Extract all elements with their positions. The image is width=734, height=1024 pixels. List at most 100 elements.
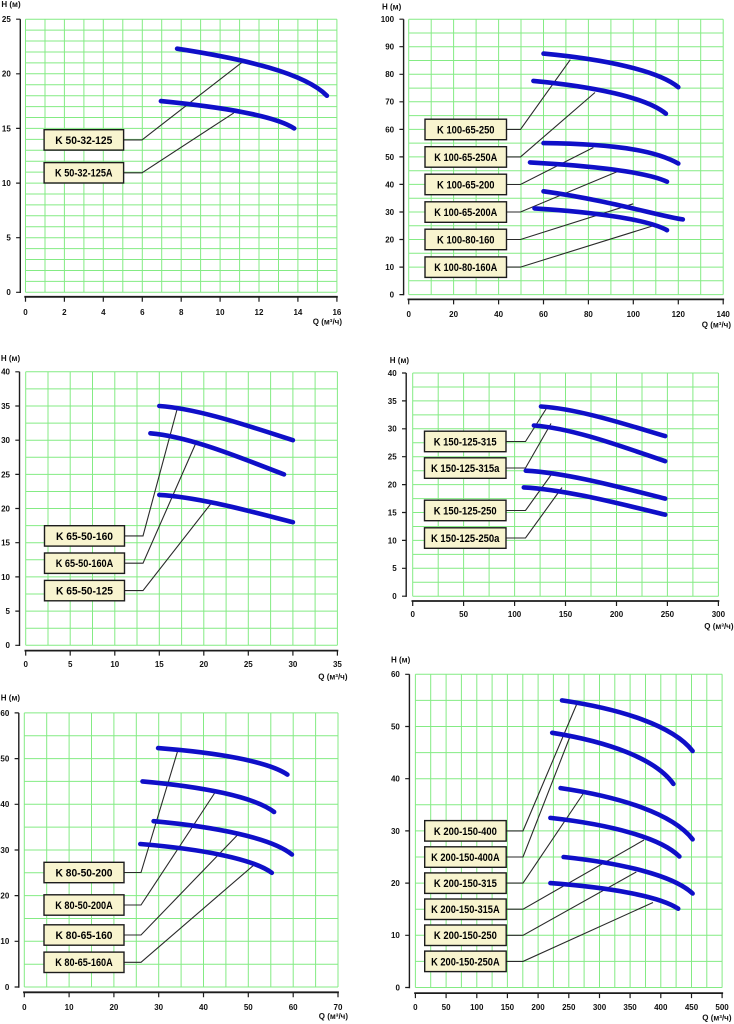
svg-text:H (м): H (м)	[382, 2, 402, 11]
svg-text:10: 10	[2, 179, 11, 188]
svg-text:350: 350	[623, 1003, 637, 1012]
svg-text:K 150-125-315a: K 150-125-315a	[431, 463, 500, 475]
svg-text:16: 16	[332, 308, 341, 317]
svg-text:Q (м³/ч): Q (м³/ч)	[704, 622, 734, 631]
svg-text:70: 70	[385, 98, 394, 107]
svg-text:0: 0	[5, 983, 10, 992]
svg-text:50: 50	[459, 610, 468, 619]
svg-text:4: 4	[101, 308, 106, 317]
svg-text:35: 35	[1, 402, 10, 411]
svg-text:10: 10	[391, 931, 400, 940]
svg-text:K 200-150-250: K 200-150-250	[434, 930, 497, 942]
svg-text:25: 25	[1, 470, 10, 479]
svg-text:0: 0	[395, 983, 400, 992]
svg-text:H (м): H (м)	[1, 694, 21, 703]
svg-text:80: 80	[584, 310, 593, 319]
svg-text:Q (м³/ч): Q (м³/ч)	[313, 318, 343, 327]
svg-text:2: 2	[62, 308, 67, 317]
svg-text:8: 8	[179, 308, 184, 317]
svg-text:K 200-150-315: K 200-150-315	[434, 878, 497, 890]
svg-text:50: 50	[385, 153, 394, 162]
svg-text:H (м): H (м)	[391, 656, 411, 665]
svg-text:K 80-65-160A: K 80-65-160A	[55, 957, 113, 969]
svg-text:5: 5	[6, 607, 11, 616]
svg-text:500: 500	[715, 1003, 729, 1012]
svg-text:10: 10	[385, 263, 394, 272]
svg-text:0: 0	[413, 1003, 418, 1012]
svg-text:200: 200	[531, 1003, 545, 1012]
svg-text:10: 10	[388, 536, 397, 545]
svg-text:K 100-65-200A: K 100-65-200A	[434, 207, 497, 219]
svg-text:K 200-150-400A: K 200-150-400A	[431, 852, 500, 864]
svg-text:25: 25	[244, 660, 253, 669]
svg-text:10: 10	[216, 308, 225, 317]
svg-text:K 80-50-200: K 80-50-200	[56, 867, 113, 879]
svg-text:300: 300	[593, 1003, 607, 1012]
svg-text:K 65-50-125: K 65-50-125	[56, 586, 113, 598]
svg-text:40: 40	[388, 369, 397, 378]
svg-text:10: 10	[65, 1003, 74, 1012]
svg-text:0: 0	[22, 1003, 27, 1012]
svg-text:15: 15	[1, 539, 10, 548]
svg-text:50: 50	[0, 755, 9, 764]
svg-text:K 100-65-250A: K 100-65-250A	[434, 152, 497, 164]
svg-text:40: 40	[199, 1003, 208, 1012]
svg-text:70: 70	[334, 1003, 343, 1012]
svg-text:450: 450	[685, 1003, 699, 1012]
svg-text:60: 60	[0, 709, 9, 718]
svg-text:5: 5	[6, 234, 11, 243]
svg-text:Q (м³/ч): Q (м³/ч)	[702, 1013, 732, 1022]
svg-text:6: 6	[140, 308, 145, 317]
svg-text:0: 0	[390, 291, 395, 300]
svg-text:10: 10	[1, 573, 10, 582]
svg-text:60: 60	[385, 125, 394, 134]
svg-text:100: 100	[470, 1003, 484, 1012]
svg-text:K 80-50-200A: K 80-50-200A	[55, 900, 113, 912]
svg-text:35: 35	[333, 660, 342, 669]
svg-text:150: 150	[501, 1003, 515, 1012]
svg-text:400: 400	[654, 1003, 668, 1012]
svg-text:0: 0	[23, 308, 28, 317]
svg-text:0: 0	[6, 288, 11, 297]
svg-text:20: 20	[2, 70, 11, 79]
svg-text:30: 30	[391, 827, 400, 836]
svg-text:5: 5	[392, 564, 397, 573]
svg-text:30: 30	[154, 1003, 163, 1012]
svg-text:25: 25	[2, 15, 11, 24]
svg-text:20: 20	[449, 310, 458, 319]
svg-text:15: 15	[2, 124, 11, 133]
svg-text:Q (м³/ч): Q (м³/ч)	[318, 673, 348, 682]
svg-text:0: 0	[392, 592, 397, 601]
svg-text:150: 150	[559, 610, 573, 619]
svg-text:90: 90	[385, 43, 394, 52]
svg-text:K 50-32-125: K 50-32-125	[55, 135, 112, 147]
svg-text:0: 0	[406, 310, 411, 319]
svg-text:K 65-50-160A: K 65-50-160A	[56, 558, 114, 570]
svg-text:60: 60	[289, 1003, 298, 1012]
svg-text:H (м): H (м)	[1, 0, 21, 9]
svg-text:K 200-150-250A: K 200-150-250A	[431, 956, 500, 968]
svg-text:K 100-65-200: K 100-65-200	[437, 179, 495, 191]
svg-text:0: 0	[6, 641, 11, 650]
svg-text:20: 20	[109, 1003, 118, 1012]
svg-text:K 100-65-250: K 100-65-250	[437, 124, 495, 136]
svg-text:30: 30	[388, 425, 397, 434]
svg-text:H (м): H (м)	[1, 354, 21, 363]
svg-text:100: 100	[627, 310, 641, 319]
svg-text:K 150-125-250: K 150-125-250	[434, 505, 497, 517]
svg-text:250: 250	[562, 1003, 576, 1012]
svg-text:20: 20	[1, 504, 10, 513]
svg-text:12: 12	[255, 308, 264, 317]
svg-text:200: 200	[610, 610, 624, 619]
svg-text:K 200-150-400: K 200-150-400	[434, 826, 497, 838]
svg-text:5: 5	[68, 660, 73, 669]
svg-text:30: 30	[288, 660, 297, 669]
svg-text:14: 14	[293, 308, 302, 317]
svg-text:20: 20	[0, 892, 9, 901]
svg-text:30: 30	[0, 846, 9, 855]
svg-text:120: 120	[672, 310, 686, 319]
svg-text:50: 50	[244, 1003, 253, 1012]
svg-text:20: 20	[385, 235, 394, 244]
svg-text:100: 100	[508, 610, 522, 619]
svg-text:20: 20	[388, 481, 397, 490]
